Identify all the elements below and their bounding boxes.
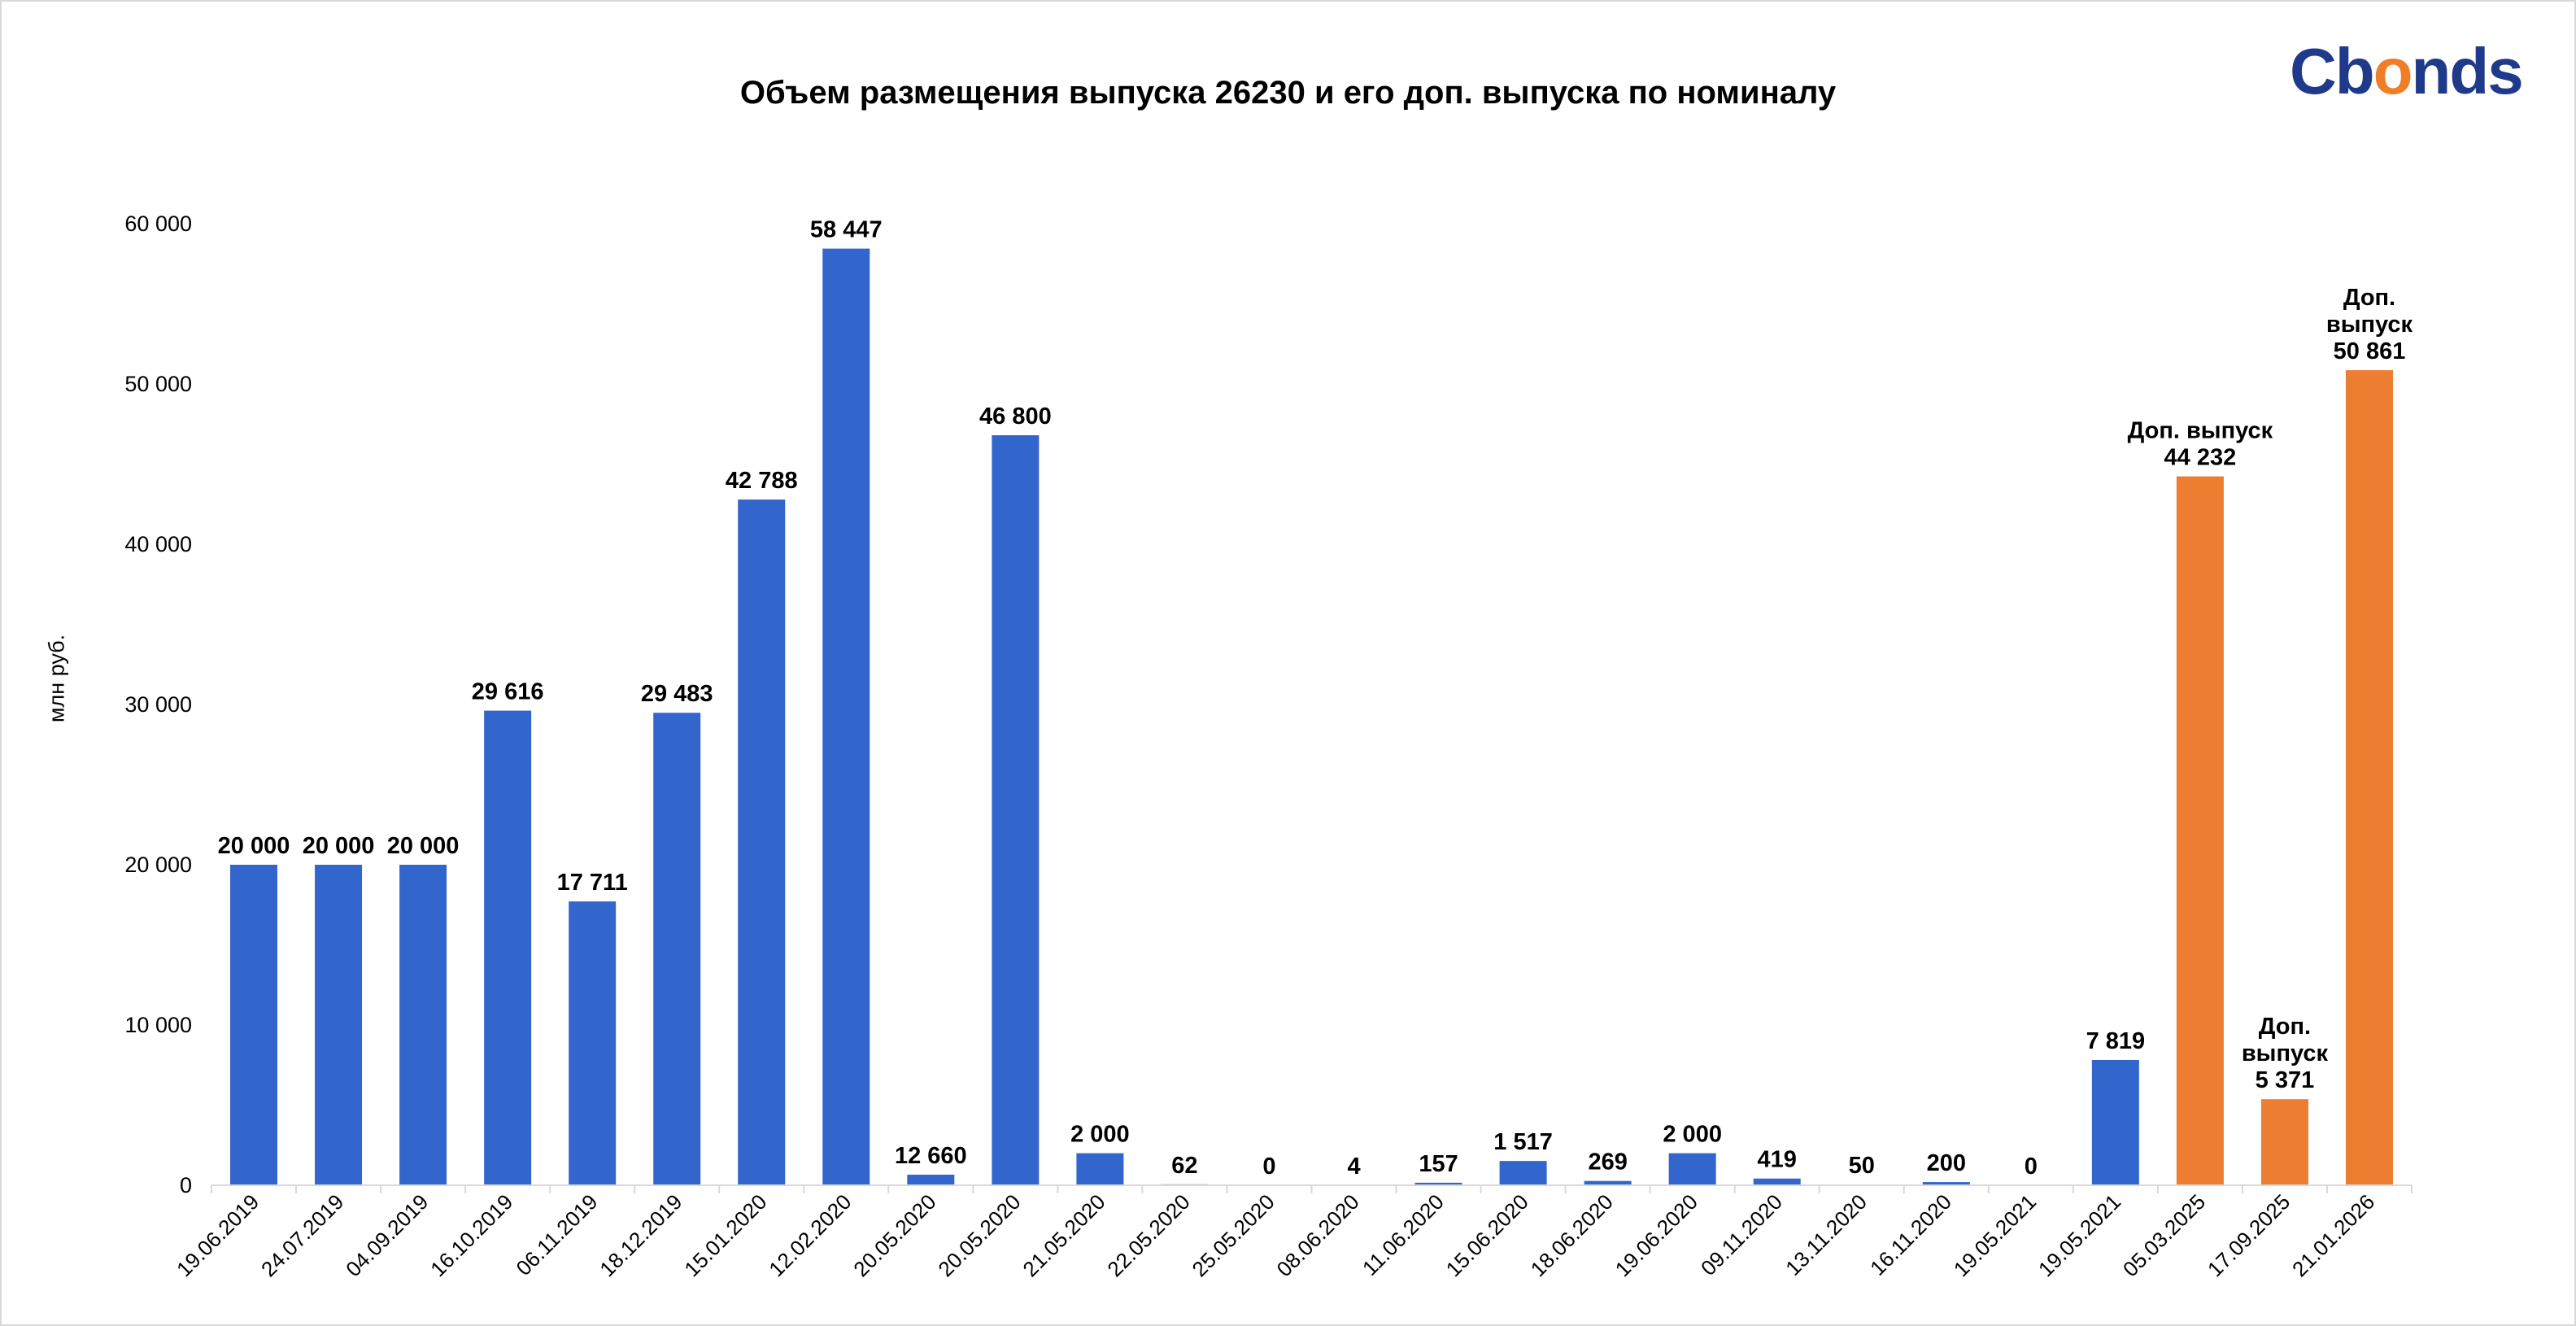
bar-24.07.2019 xyxy=(315,865,363,1185)
x-tick-label: 18.06.2020 xyxy=(1526,1189,1618,1281)
bar-19.06.2019 xyxy=(230,865,278,1185)
x-tick-label: 05.03.2025 xyxy=(2118,1189,2210,1281)
bar-04.09.2019 xyxy=(399,865,447,1185)
bar-21.01.2026 xyxy=(2345,370,2393,1185)
x-tick-label: 19.06.2019 xyxy=(172,1189,264,1281)
bar-06.11.2019 xyxy=(569,901,617,1185)
x-tick-label: 11.06.2020 xyxy=(1358,1189,1449,1280)
data-label: 157 xyxy=(1419,1151,1458,1177)
bars xyxy=(230,248,2393,1185)
data-label: 20 000 xyxy=(218,833,290,859)
y-tick-label: 0 xyxy=(180,1173,192,1197)
bar-15.01.2020 xyxy=(738,499,786,1185)
x-tick-label: 18.12.2019 xyxy=(595,1189,686,1281)
bar-20.05.2020 xyxy=(992,435,1040,1185)
data-label: 17 711 xyxy=(557,870,628,896)
data-label: 7 819 xyxy=(2086,1028,2146,1054)
data-label: 50 xyxy=(1849,1153,1875,1179)
data-label: выпуск xyxy=(2326,312,2413,338)
x-tick-label: 06.11.2019 xyxy=(512,1189,603,1280)
data-label: 44 232 xyxy=(2164,445,2237,471)
bar-15.06.2020 xyxy=(1499,1161,1547,1185)
data-label: 46 800 xyxy=(979,403,1052,430)
x-tick-label: 09.11.2020 xyxy=(1696,1189,1787,1280)
bar-21.05.2020 xyxy=(1076,1153,1124,1185)
bar-12.02.2020 xyxy=(822,248,870,1185)
bar-11.06.2020 xyxy=(1414,1182,1462,1185)
x-tick-label: 21.01.2026 xyxy=(2287,1189,2379,1281)
data-label: Доп. xyxy=(2259,1014,2311,1040)
x-axis-ticks: 19.06.201924.07.201904.09.201916.10.2019… xyxy=(172,1185,2413,1281)
data-label: 20 000 xyxy=(303,833,375,859)
x-tick-label: 15.06.2020 xyxy=(1441,1189,1533,1281)
data-label: 1 517 xyxy=(1493,1129,1553,1155)
x-tick-label: 16.10.2019 xyxy=(425,1189,517,1281)
data-label: 20 000 xyxy=(387,833,460,859)
x-tick-label: 22.05.2020 xyxy=(1102,1189,1194,1281)
y-axis-ticks: 0 10 000 20 000 30 000 40 000 50 000 60 000 xyxy=(124,212,192,1197)
x-tick-label: 08.06.2020 xyxy=(1272,1189,1364,1281)
bar-18.12.2019 xyxy=(653,713,701,1185)
y-tick-label: 60 000 xyxy=(124,212,192,236)
y-tick-label: 30 000 xyxy=(124,692,192,717)
cbonds-logo: Cbonds xyxy=(2290,35,2524,107)
x-tick-label: 20.05.2020 xyxy=(848,1189,940,1281)
bar-16.10.2019 xyxy=(484,710,532,1185)
y-tick-label: 10 000 xyxy=(124,1013,192,1037)
x-tick-label: 25.05.2020 xyxy=(1187,1189,1279,1281)
data-label: Доп. выпуск xyxy=(2128,418,2273,444)
chart-title: Объем размещения выпуска 26230 и его доп… xyxy=(739,75,1837,111)
x-tick-label: 04.09.2019 xyxy=(341,1189,433,1281)
bar-09.11.2020 xyxy=(1753,1178,1801,1185)
data-label: 29 483 xyxy=(641,681,713,707)
data-label: 5 371 xyxy=(2256,1067,2315,1093)
x-tick-label: 15.01.2020 xyxy=(679,1189,771,1281)
data-label: 200 xyxy=(1927,1150,1966,1176)
data-label: 50 861 xyxy=(2334,338,2406,364)
data-label: выпуск xyxy=(2242,1040,2329,1066)
x-tick-label: 16.11.2020 xyxy=(1865,1189,1956,1280)
data-label: 12 660 xyxy=(895,1143,967,1169)
y-tick-label: 50 000 xyxy=(124,372,192,396)
x-tick-label: 24.07.2019 xyxy=(256,1189,348,1281)
x-tick-label: 19.05.2021 xyxy=(2033,1189,2125,1281)
bar-05.03.2025 xyxy=(2176,476,2224,1185)
data-label: 4 xyxy=(1347,1154,1360,1180)
data-label: 419 xyxy=(1758,1147,1797,1173)
data-label: 29 616 xyxy=(472,679,544,705)
data-label: 0 xyxy=(2025,1154,2038,1180)
x-tick-label: 19.05.2021 xyxy=(1949,1189,2041,1281)
x-tick-label: 17.09.2025 xyxy=(2203,1189,2295,1281)
data-label: 62 xyxy=(1171,1153,1197,1179)
y-tick-label: 20 000 xyxy=(124,853,192,877)
data-label: 269 xyxy=(1588,1149,1627,1176)
data-label: 42 788 xyxy=(726,468,798,494)
data-label: 2 000 xyxy=(1663,1122,1722,1148)
bar-16.11.2020 xyxy=(1922,1182,1970,1185)
data-labels: 20 000 20 000 20 000 29 616 17 711 29 483 42 7… xyxy=(218,217,2413,1180)
y-tick-label: 40 000 xyxy=(124,532,192,556)
x-tick-label: 19.06.2020 xyxy=(1611,1189,1702,1281)
bar-18.06.2020 xyxy=(1584,1180,1632,1185)
data-label: 58 447 xyxy=(810,217,883,243)
data-label: 0 xyxy=(1262,1154,1275,1180)
x-tick-label: 12.02.2020 xyxy=(764,1189,856,1281)
bar-19.05.2021 xyxy=(2091,1059,2139,1185)
data-label: 2 000 xyxy=(1070,1122,1130,1148)
bar-17.09.2025 xyxy=(2260,1099,2308,1185)
x-tick-label: 21.05.2020 xyxy=(1018,1189,1109,1281)
data-label: Доп. xyxy=(2343,285,2395,311)
bar-19.06.2020 xyxy=(1668,1153,1716,1185)
x-tick-label: 20.05.2020 xyxy=(933,1189,1025,1281)
x-tick-label: 13.11.2020 xyxy=(1781,1189,1872,1280)
bar-20.05.2020 xyxy=(907,1174,955,1185)
